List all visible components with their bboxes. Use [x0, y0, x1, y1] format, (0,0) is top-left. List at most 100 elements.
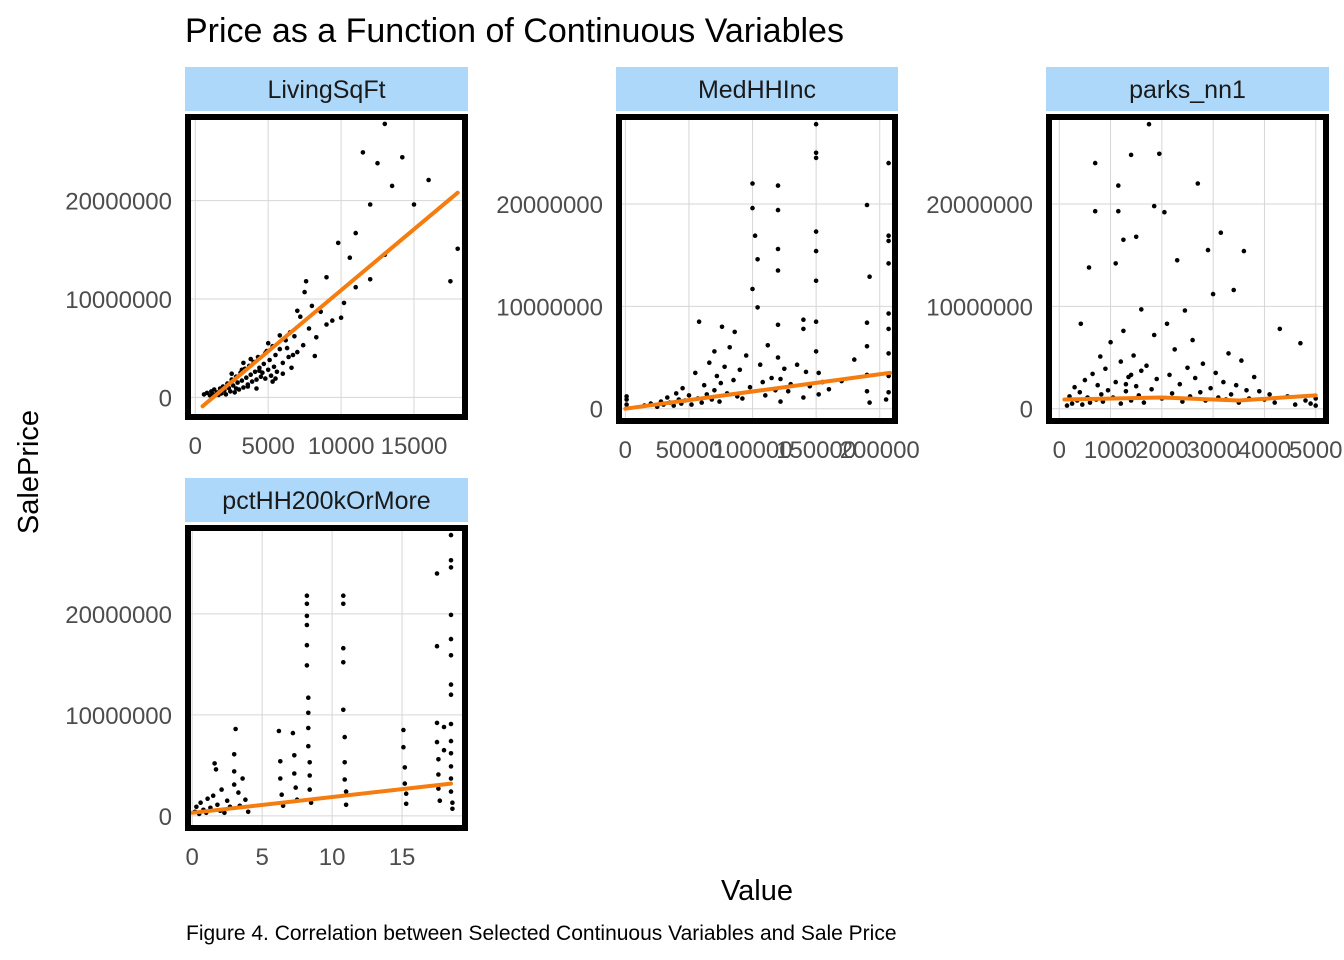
data-point: [448, 776, 454, 781]
data-point: [448, 682, 454, 687]
data-point: [224, 798, 230, 803]
data-point: [1239, 358, 1244, 363]
data-point: [816, 370, 821, 376]
data-point: [335, 240, 341, 246]
data-point: [341, 707, 346, 713]
data-point: [785, 389, 791, 394]
data-point: [864, 320, 870, 326]
data-point: [747, 384, 753, 390]
data-point: [1198, 390, 1203, 395]
data-point: [1149, 387, 1154, 392]
data-point: [750, 205, 755, 211]
data-point: [1292, 402, 1298, 407]
data-point: [1277, 326, 1283, 332]
data-point: [308, 800, 314, 805]
data-point: [382, 121, 388, 127]
y-tick-label: 0: [1020, 397, 1033, 424]
data-point: [1108, 339, 1113, 345]
data-point: [219, 787, 224, 792]
data-point: [718, 380, 724, 386]
x-tick-label: 1000: [1084, 437, 1137, 464]
data-point: [448, 612, 454, 618]
data-point: [1195, 181, 1201, 186]
panel-border: [185, 525, 468, 831]
data-point: [263, 376, 268, 381]
data-point: [257, 368, 262, 374]
x-tick-label: 5000: [241, 433, 294, 460]
facet-strip: [616, 67, 898, 111]
fit-line: [623, 370, 892, 411]
data-point: [341, 300, 347, 306]
data-point: [353, 230, 359, 236]
data-point: [1092, 208, 1098, 214]
data-point: [298, 314, 303, 320]
data-point: [347, 255, 353, 260]
data-point: [270, 379, 275, 384]
data-point: [342, 760, 348, 765]
data-point: [1113, 379, 1118, 385]
data-point: [400, 155, 405, 160]
data-point: [1272, 400, 1277, 405]
data-point: [215, 802, 220, 808]
data-point: [289, 365, 294, 371]
data-point: [303, 279, 309, 284]
data-point: [265, 367, 271, 373]
data-point: [198, 800, 203, 805]
data-point: [455, 246, 461, 252]
data-point: [803, 369, 809, 375]
data-point: [1092, 160, 1098, 166]
data-point: [1123, 381, 1129, 387]
data-point: [801, 317, 806, 323]
data-point: [1218, 230, 1224, 235]
data-point: [737, 367, 743, 373]
data-point: [1116, 208, 1121, 214]
data-point: [778, 376, 783, 382]
data-point: [436, 757, 441, 762]
data-point: [1233, 382, 1239, 388]
data-point: [864, 389, 870, 394]
data-point: [671, 403, 676, 408]
data-point: [448, 532, 454, 538]
data-point: [852, 357, 857, 362]
y-tick-label: 10000000: [65, 287, 172, 314]
fit-line: [200, 190, 460, 409]
data-point: [436, 786, 441, 791]
data-point: [886, 233, 891, 238]
data-point: [274, 369, 280, 375]
data-point: [1133, 234, 1139, 240]
data-point: [292, 753, 297, 758]
data-point: [886, 390, 891, 395]
data-point: [750, 286, 755, 292]
data-point: [732, 329, 737, 335]
data-point: [1251, 374, 1257, 380]
data-point: [1208, 385, 1213, 391]
data-point: [1099, 392, 1104, 397]
data-point: [867, 400, 872, 405]
data-point: [280, 360, 286, 366]
data-point: [1139, 307, 1144, 312]
x-tick-label: 0: [189, 433, 202, 460]
data-point: [1113, 261, 1118, 266]
data-point: [295, 308, 300, 314]
data-point: [1164, 321, 1170, 327]
data-point: [304, 593, 310, 598]
data-point: [194, 804, 199, 810]
data-point: [231, 782, 237, 787]
data-point: [1174, 258, 1180, 263]
fit-line: [1062, 393, 1318, 403]
data-point: [236, 790, 241, 795]
data-point: [222, 810, 227, 816]
data-point: [448, 279, 453, 284]
x-tick-label: 50000: [656, 437, 723, 464]
data-point: [213, 767, 219, 772]
data-point: [353, 284, 359, 290]
data-point: [342, 777, 348, 782]
data-point: [241, 360, 246, 366]
data-point: [324, 275, 329, 280]
data-point: [278, 759, 283, 764]
data-point: [782, 366, 787, 372]
data-point: [801, 326, 806, 332]
